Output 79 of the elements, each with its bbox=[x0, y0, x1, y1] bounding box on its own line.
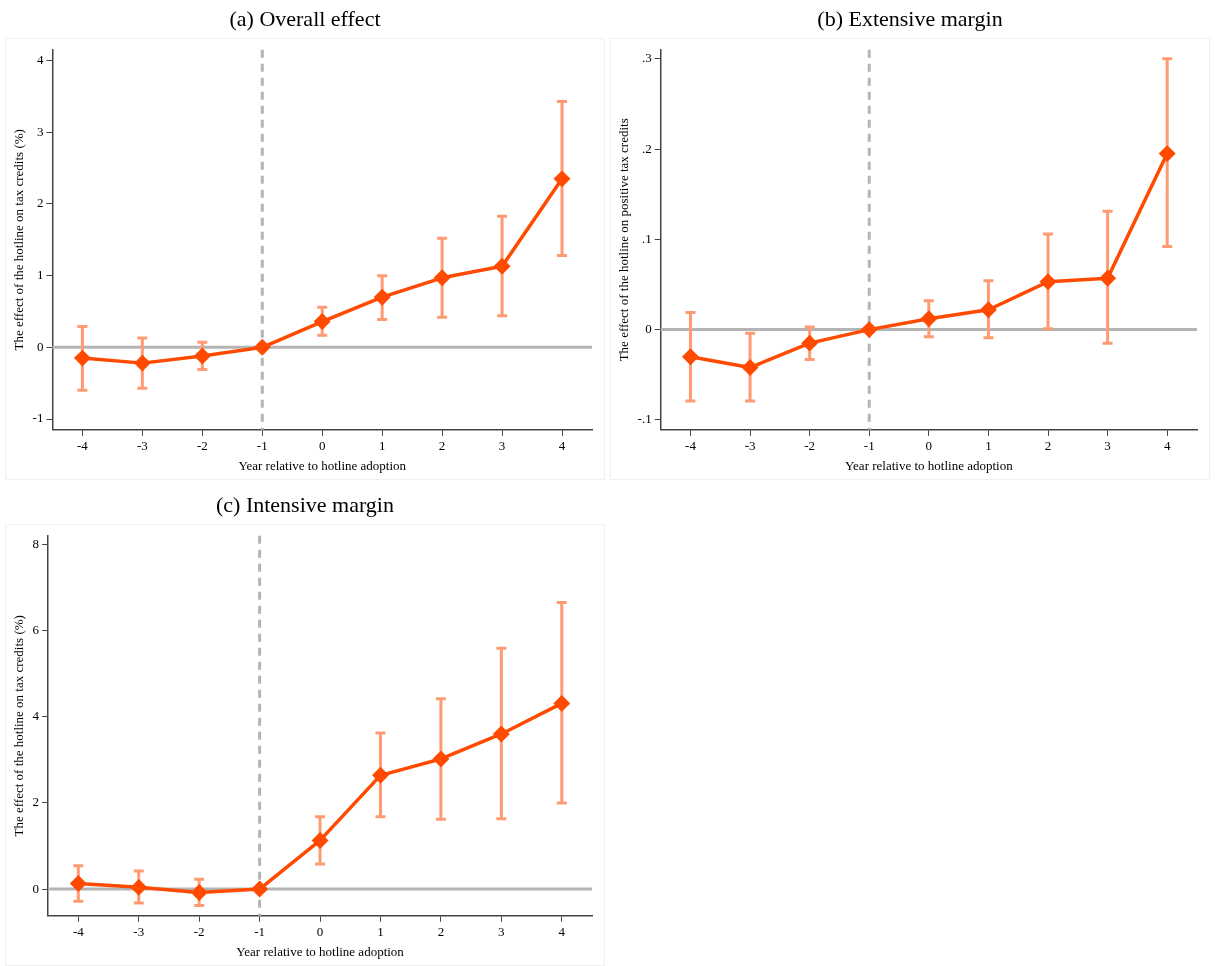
point bbox=[742, 359, 758, 376]
x-tick-label: -2 bbox=[804, 438, 816, 454]
x-tick-label: -1 bbox=[254, 924, 266, 940]
y-tick-label: .1 bbox=[641, 230, 652, 246]
point bbox=[554, 695, 570, 712]
chart-title: (a) Overall effect bbox=[228, 5, 382, 33]
y-axis-title: The effect of the hotline on tax credits (%) bbox=[11, 129, 27, 351]
x-tick-label: -3 bbox=[133, 924, 145, 940]
x-tick-label: -3 bbox=[136, 438, 148, 454]
point bbox=[433, 751, 449, 767]
x-tick-label: -1 bbox=[256, 438, 268, 454]
x-tick-label: 2 bbox=[438, 438, 446, 454]
x-tick-label: -2 bbox=[196, 438, 208, 454]
x-tick-label: -3 bbox=[744, 438, 756, 454]
y-tick-label: -1 bbox=[32, 410, 44, 426]
point bbox=[494, 258, 510, 275]
point bbox=[980, 302, 997, 318]
point bbox=[254, 339, 271, 356]
point bbox=[1159, 145, 1175, 162]
x-axis-title: Year relative to hotline adoption bbox=[236, 943, 405, 959]
point bbox=[434, 270, 450, 286]
y-tick-label: 0 bbox=[36, 338, 44, 354]
y-tick-label: .2 bbox=[641, 140, 652, 156]
point bbox=[131, 879, 147, 896]
point bbox=[74, 350, 91, 366]
y-axis-title: The effect of the hotline on positive tax credits bbox=[616, 118, 632, 362]
y-tick-label: 3 bbox=[36, 123, 44, 139]
x-tick-label: 0 bbox=[925, 438, 933, 454]
point bbox=[194, 348, 211, 364]
point bbox=[1040, 274, 1056, 290]
x-tick-label: -2 bbox=[193, 924, 205, 940]
chart-title: (b) Extensive margin bbox=[816, 5, 1004, 33]
y-tick-label: 4 bbox=[36, 51, 44, 67]
y-tick-label: 0 bbox=[645, 321, 652, 337]
point bbox=[374, 289, 390, 305]
y-axis-title: The effect of the hotline on tax credits (%) bbox=[11, 615, 27, 837]
x-tick-label: 0 bbox=[316, 924, 324, 940]
point bbox=[314, 313, 330, 330]
x-tick-label: 4 bbox=[1163, 438, 1171, 454]
y-tick-label: -.1 bbox=[637, 411, 652, 427]
point bbox=[191, 884, 207, 901]
x-tick-label: 4 bbox=[558, 924, 566, 940]
y-tick-label: 6 bbox=[32, 622, 40, 638]
chart-title: (c) Intensive margin bbox=[215, 491, 395, 519]
x-tick-label: -4 bbox=[72, 924, 85, 940]
y-tick-label: 8 bbox=[32, 535, 40, 551]
point bbox=[554, 171, 570, 187]
point bbox=[801, 335, 818, 351]
point bbox=[251, 881, 268, 897]
x-tick-label: 3 bbox=[498, 438, 506, 454]
point bbox=[921, 311, 937, 327]
x-tick-label: 3 bbox=[498, 924, 505, 940]
x-tick-label: -1 bbox=[863, 438, 875, 454]
x-axis-title: Year relative to hotline adoption bbox=[845, 457, 1014, 473]
y-tick-label: 4 bbox=[32, 708, 40, 724]
x-tick-label: 1 bbox=[377, 924, 384, 940]
x-tick-label: 3 bbox=[1104, 438, 1111, 454]
x-tick-label: 4 bbox=[558, 438, 566, 454]
y-tick-label: 0 bbox=[32, 880, 40, 896]
x-tick-label: 1 bbox=[985, 438, 992, 454]
x-tick-label: 2 bbox=[437, 924, 445, 940]
y-tick-label: 2 bbox=[36, 195, 44, 211]
point bbox=[372, 767, 389, 784]
point bbox=[682, 348, 699, 365]
point bbox=[493, 726, 510, 742]
y-tick-label: 1 bbox=[36, 267, 44, 283]
x-tick-label: 2 bbox=[1044, 438, 1052, 454]
point bbox=[312, 832, 328, 849]
x-tick-label: 1 bbox=[378, 438, 386, 454]
x-axis-title: Year relative to hotline adoption bbox=[238, 457, 407, 473]
point bbox=[1099, 270, 1116, 286]
point bbox=[861, 321, 877, 338]
y-tick-label: .3 bbox=[641, 50, 652, 66]
x-tick-label: -4 bbox=[685, 438, 697, 454]
point bbox=[134, 355, 151, 371]
x-tick-label: -4 bbox=[76, 438, 89, 454]
point bbox=[70, 875, 87, 892]
x-tick-label: 0 bbox=[318, 438, 326, 454]
y-tick-label: 2 bbox=[32, 794, 40, 810]
